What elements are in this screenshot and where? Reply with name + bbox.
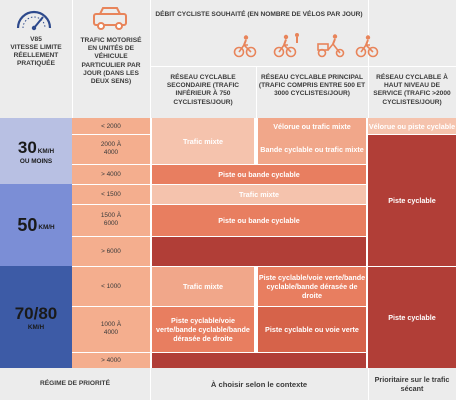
column-secondary-header: Réseau cyclable secondaire (trafic infér… bbox=[166, 74, 240, 106]
cell-piste-bande-30: Piste ou bande cyclable bbox=[152, 164, 366, 184]
cell-piste-cyclable-50-row bbox=[152, 236, 366, 266]
speed-value-50: 50 bbox=[17, 214, 38, 235]
cell-velorue-trafic-mixte: Vélorue ou trafic mixte bbox=[258, 118, 366, 134]
cell-piste-voie-verte-derasee-principal: Piste cyclable/voie verte/bande cyclable… bbox=[258, 266, 366, 306]
cell-piste-cyclable-upper: Piste cyclable bbox=[368, 134, 456, 266]
traffic-row-3: > 4000 bbox=[101, 170, 121, 178]
cell-piste-cyclable-70-bottom-row bbox=[152, 352, 366, 368]
traffic-row-1: < 2000 bbox=[101, 122, 121, 130]
cell-trafic-mixte-70: Trafic mixte bbox=[152, 266, 254, 306]
speed-unit-50: KM/H bbox=[38, 223, 55, 231]
speed-note-30: OU MOINS bbox=[19, 157, 53, 165]
traffic-column-bg bbox=[72, 118, 150, 368]
cargo-bike-icon bbox=[316, 33, 346, 58]
cell-bande-trafic-mixte: Bande cyclable ou trafic mixte bbox=[258, 134, 366, 164]
speed-value-30: 30 bbox=[17, 137, 37, 157]
column-high-service-header: Réseau cyclable à haut niveau de service… bbox=[373, 74, 451, 106]
bike-volume-title: Débit cycliste souhaité (en nombre de vé… bbox=[155, 11, 363, 18]
cell-trafic-mixte-50: Trafic mixte bbox=[152, 184, 366, 204]
cell-piste-ou-voie-verte: Piste cyclable ou voie verte bbox=[258, 306, 366, 352]
speed-band-30: 30 KM/H OU MOINS bbox=[0, 118, 72, 184]
speed-band-50: 50 KM/H bbox=[0, 184, 72, 266]
speed-unit-70-80: KM/H bbox=[27, 323, 45, 331]
cell-piste-voie-verte-derasee-secondary: Piste cyclable/voie verte/bande cyclable… bbox=[152, 306, 254, 352]
cyclist-icon-2 bbox=[273, 31, 303, 58]
footer-choose-context: À choisir selon le contexte bbox=[210, 379, 308, 389]
cell-velorue-piste: Vélorue ou piste cyclable bbox=[368, 118, 456, 134]
car-icon bbox=[92, 6, 128, 30]
cell-piste-bande-50: Piste ou bande cyclable bbox=[152, 204, 366, 236]
cell-piste-cyclable-lower: Piste cyclable bbox=[368, 266, 456, 368]
header-bg-right bbox=[150, 0, 456, 118]
speed-unit-30: KM/H bbox=[37, 147, 55, 155]
traffic-row-5: 1500 À 6000 bbox=[100, 211, 122, 227]
v85-label: V85 bbox=[30, 36, 42, 43]
footer-priority-cross-traffic: Prioritaire sur le trafic sécant bbox=[374, 375, 450, 393]
footer-priority-regime: Régime de priorité bbox=[40, 379, 110, 387]
cell-trafic-mixte-30: Trafic mixte bbox=[152, 118, 254, 164]
speed-band-70-80: 70/80 KM/H bbox=[0, 266, 72, 368]
traffic-row-7: < 1000 bbox=[101, 282, 121, 290]
column-principal-header: Réseau cyclable principal (trafic compri… bbox=[258, 74, 366, 98]
traffic-row-6: > 6000 bbox=[101, 247, 121, 255]
speed-value-70-80: 70/80 bbox=[14, 303, 58, 323]
traffic-row-9: > 4000 bbox=[101, 356, 121, 364]
traffic-row-8: 1000 À 4000 bbox=[100, 320, 122, 336]
traffic-header-text: Trafic motorisé en unités de véhicule pa… bbox=[80, 37, 142, 86]
traffic-row-4: < 1500 bbox=[101, 190, 121, 198]
traffic-row-2: 2000 À 4000 bbox=[100, 140, 122, 156]
speed-header-text: Vitesse limite réellement pratiquée bbox=[10, 44, 62, 68]
cyclist-icon-1 bbox=[233, 34, 257, 58]
cyclist-icon-4 bbox=[355, 34, 379, 58]
footer-bg bbox=[0, 368, 456, 400]
speedometer-icon bbox=[14, 4, 54, 32]
